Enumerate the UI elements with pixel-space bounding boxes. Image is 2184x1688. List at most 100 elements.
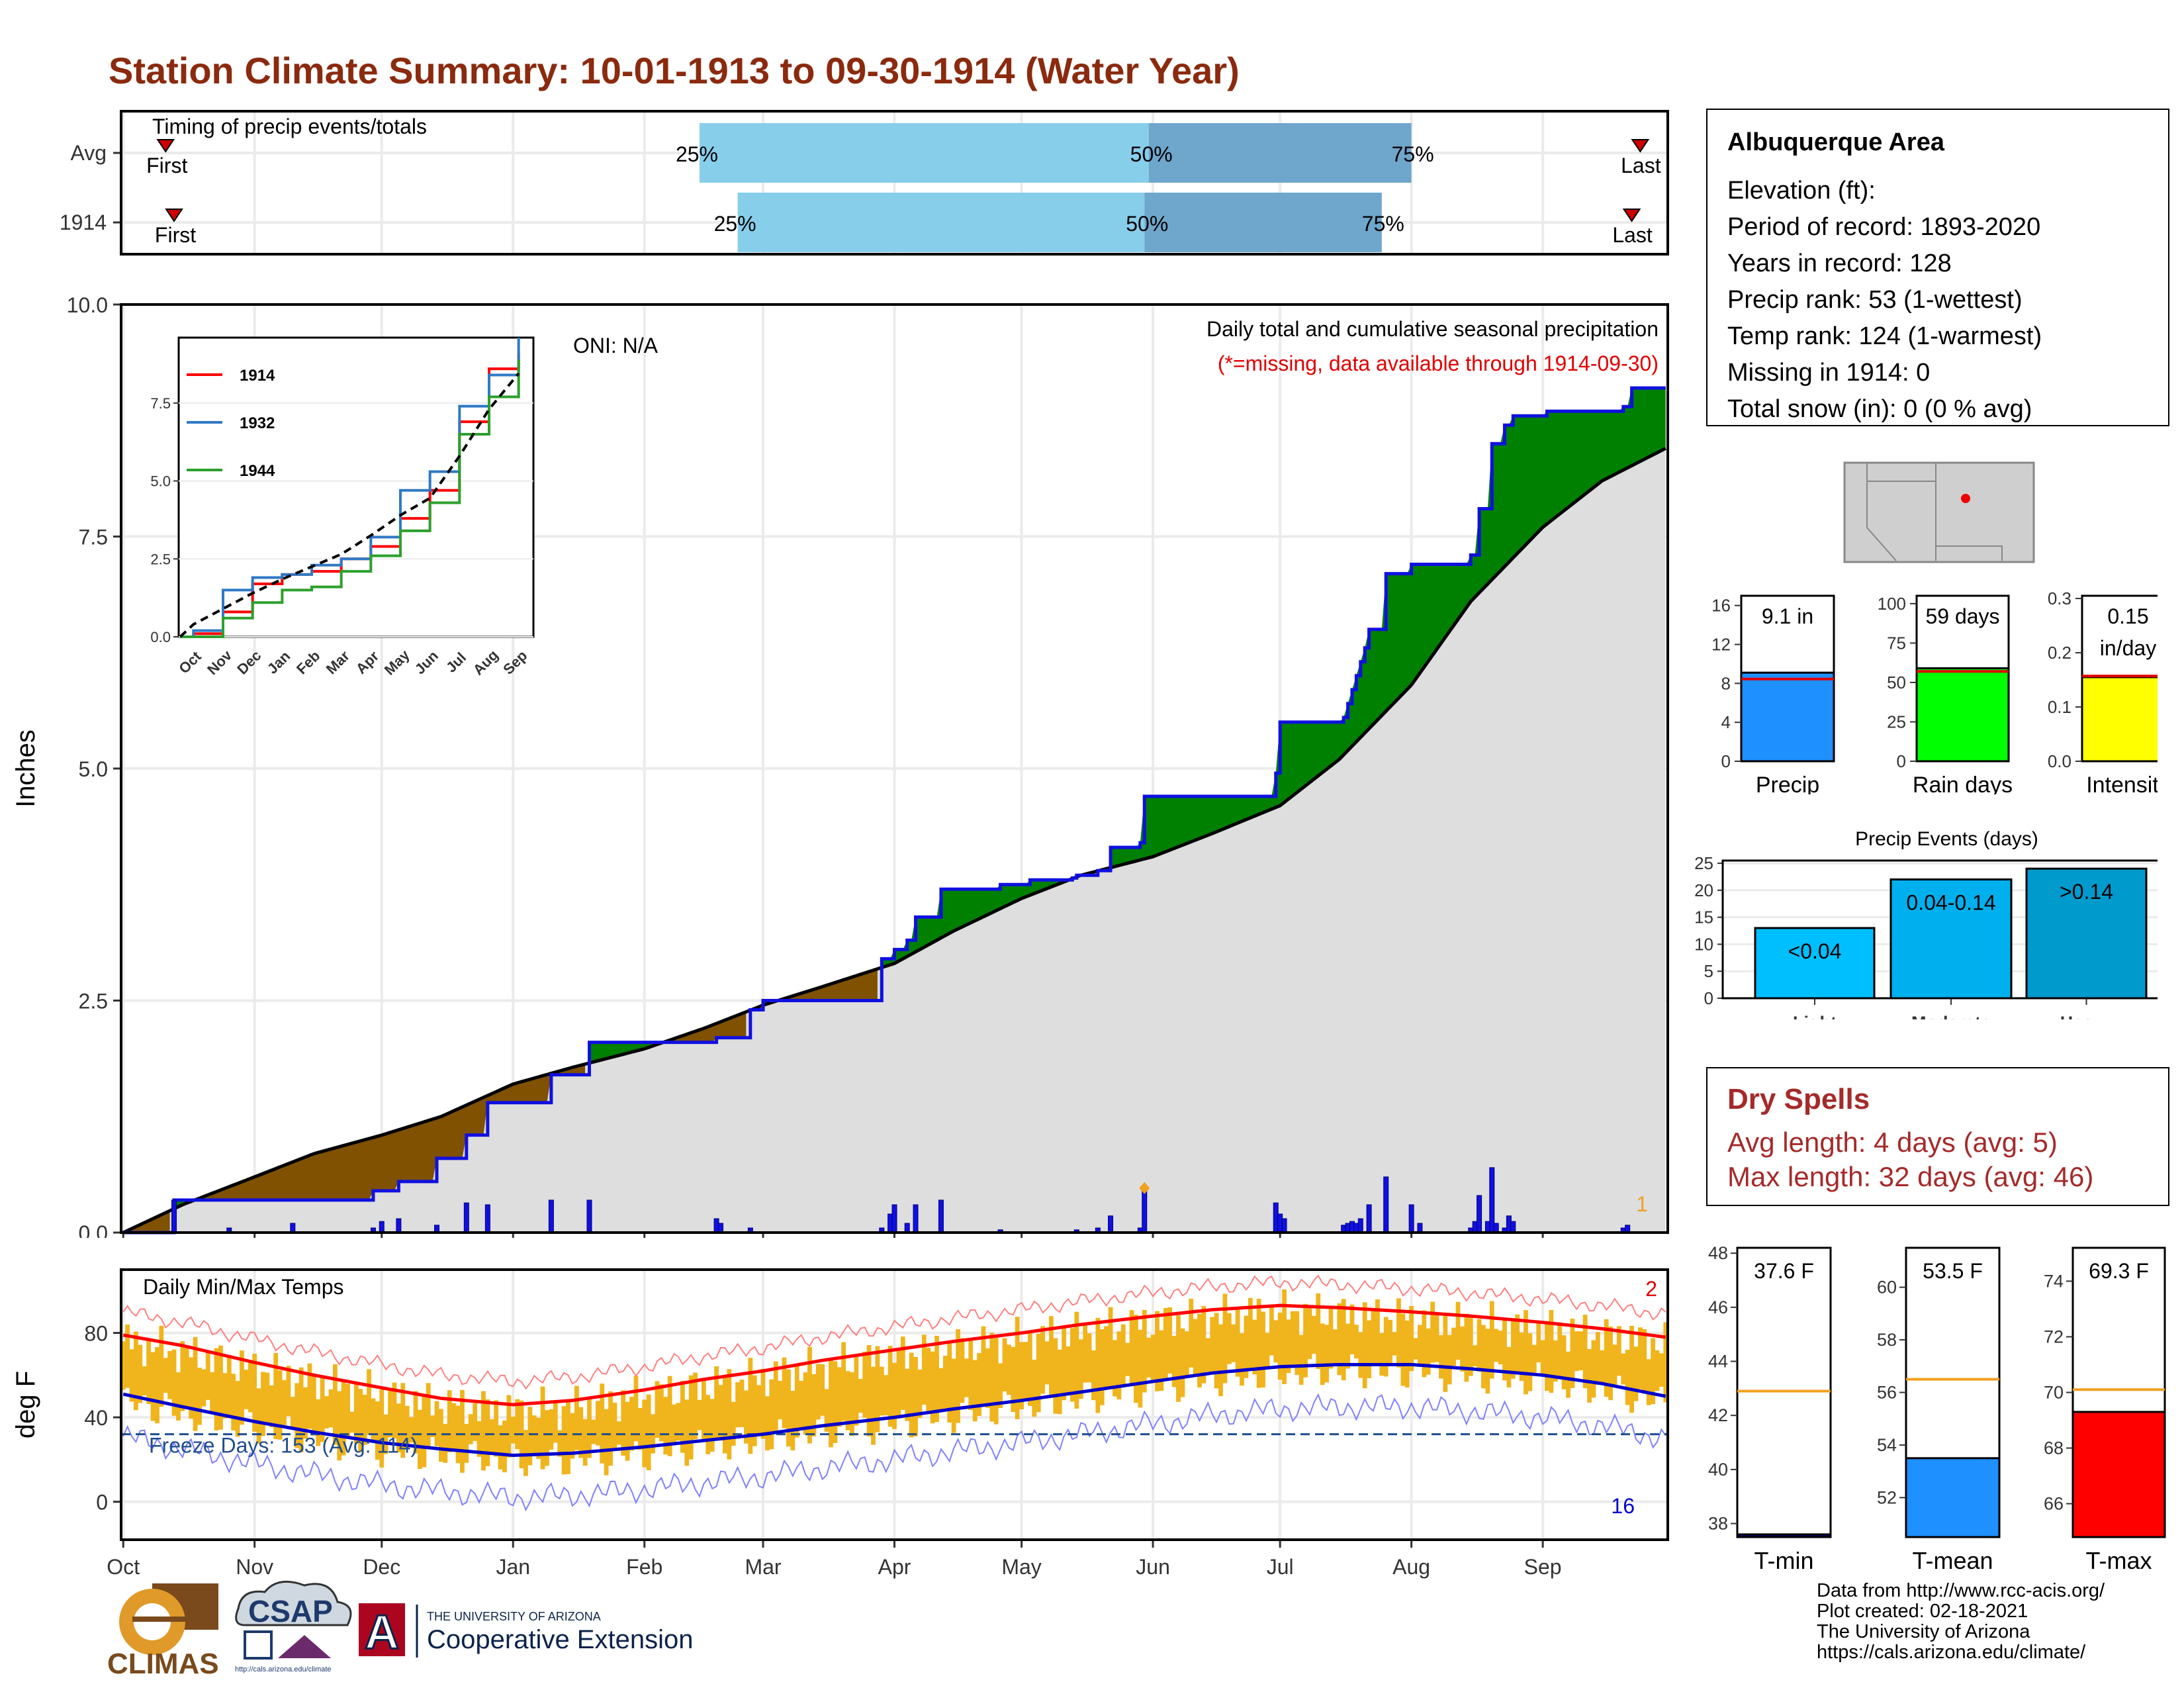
- temp-daily-bar: [252, 1353, 257, 1432]
- temp-daily-bar: [833, 1361, 838, 1443]
- temp-daily-bar: [1616, 1326, 1621, 1376]
- precipitation-chart: Daily total and cumulative seasonal prec…: [11, 293, 1669, 1238]
- temp-daily-bar: [862, 1351, 868, 1418]
- temp-daily-bar: [193, 1336, 198, 1431]
- csap-logo-text: CSAP: [248, 1594, 333, 1628]
- precip-avg-cumulative-area: [123, 448, 1666, 1233]
- temp-daily-bar: [184, 1345, 189, 1407]
- temp-daily-bar: [993, 1335, 999, 1425]
- university-of-arizona-logo: A THE UNIVERSITY OF ARIZONA Cooperative …: [359, 1603, 693, 1660]
- temp-daily-bar: [1447, 1335, 1452, 1385]
- temp-daily-bar: [884, 1375, 889, 1415]
- temp-daily-bar: [1078, 1339, 1083, 1399]
- precip-daily-bar: [1510, 1221, 1516, 1233]
- temp-daily-bar: [1651, 1338, 1655, 1405]
- temp-daily-bar: [328, 1389, 334, 1428]
- temp-daily-bar: [1426, 1328, 1431, 1375]
- temp-daily-bar: [942, 1356, 948, 1409]
- precip-daily-bar: [1493, 1223, 1499, 1233]
- temp-daily-bar: [1044, 1341, 1050, 1385]
- tsum-ytick-label: 48: [1708, 1243, 1728, 1263]
- tsum-ytick-label: 46: [1708, 1297, 1728, 1317]
- temp-daily-bar: [477, 1421, 482, 1457]
- temp-daily-bar: [1633, 1346, 1639, 1401]
- temp-daily-bar: [1629, 1325, 1634, 1413]
- temp-daily-bar: [642, 1399, 647, 1468]
- temp-daily-bar: [1197, 1313, 1202, 1387]
- temp-daily-bar: [744, 1390, 749, 1444]
- temp-daily-bar: [921, 1335, 927, 1405]
- temp-daily-bar: [540, 1386, 545, 1470]
- temp-daily-bar: [629, 1397, 634, 1451]
- temp-daily-bar: [1150, 1335, 1156, 1380]
- temp-daily-bar: [1371, 1309, 1376, 1364]
- inset-legend-label: 1914: [240, 367, 275, 385]
- tsum-label: T-mean: [1912, 1547, 1993, 1574]
- tsum-ytick-label: 66: [2044, 1494, 2064, 1514]
- temp-daily-bar: [1189, 1298, 1194, 1368]
- tsum-bar-t-min: [1736, 1533, 1832, 1538]
- temp-daily-bar: [1612, 1344, 1617, 1387]
- temp-daily-bar: [1011, 1346, 1016, 1413]
- temp-daily-bar: [727, 1369, 732, 1460]
- temp-daily-bar: [298, 1367, 304, 1452]
- temp-daily-bar: [422, 1395, 427, 1468]
- temp-daily-bar: [1256, 1299, 1261, 1388]
- precip-daily-bar: [1142, 1190, 1148, 1233]
- precip-daily-bar: [1383, 1176, 1389, 1233]
- tsum-ytick-label: 72: [2044, 1327, 2064, 1346]
- temp-daily-bar: [934, 1335, 939, 1423]
- timing-frame: [120, 110, 1669, 256]
- temp-daily-bar: [1527, 1333, 1533, 1391]
- events-ytick-label: 0: [1704, 988, 1713, 1008]
- precip-daily-bar: [379, 1221, 385, 1233]
- temp-daily-bar: [1494, 1329, 1499, 1362]
- temp-daily-bar: [858, 1379, 863, 1413]
- temp-daily-bar: [1201, 1306, 1206, 1383]
- temp-daily-bar: [240, 1350, 244, 1425]
- temp-daily-bar: [1273, 1320, 1279, 1363]
- temp-daily-bar: [773, 1361, 778, 1432]
- temp-daily-bar: [1418, 1325, 1422, 1366]
- precip-daily-bar: [396, 1218, 402, 1233]
- precip-ytick-label: 7.5: [79, 526, 108, 549]
- temp-daily-bar: [1095, 1317, 1101, 1413]
- summary-label: Precip: [1756, 773, 1819, 794]
- temp-daily-bar: [1341, 1299, 1346, 1381]
- precip-ytick-label: 5.0: [79, 757, 108, 781]
- events-bar-light: [1754, 927, 1876, 1000]
- temp-daily-bar: [371, 1398, 376, 1441]
- timing-first-marker: [165, 209, 183, 222]
- temp-daily-bar: [956, 1329, 960, 1423]
- temp-daily-bar: [222, 1373, 228, 1419]
- temp-daily-bar: [1531, 1344, 1537, 1373]
- temp-daily-bar: [345, 1383, 350, 1438]
- temp-daily-bar: [439, 1409, 443, 1462]
- tsum-ytick-label: 40: [1708, 1460, 1728, 1479]
- temp-daily-bar: [684, 1399, 690, 1466]
- temp-daily-bar: [426, 1383, 431, 1449]
- temp-daily-bar: [1553, 1340, 1558, 1382]
- temp-daily-bar: [947, 1341, 952, 1423]
- precip-daily-bar: [1417, 1223, 1423, 1233]
- temp-daily-bar: [1265, 1333, 1270, 1370]
- timing-first-marker: [156, 139, 175, 153]
- timing-label-25: 25%: [676, 142, 718, 166]
- temp-daily-bar: [218, 1345, 223, 1430]
- temp-daily-bar: [1316, 1293, 1321, 1370]
- state-border-south: [1936, 545, 2003, 561]
- timing-bar-p50-p75: [1144, 193, 1382, 252]
- timing-last-marker: [1631, 139, 1650, 153]
- temp-daily-bar: [1621, 1353, 1626, 1385]
- events-bar-label: 0.04-0.14: [1906, 891, 1995, 915]
- precip-above-avg-area: [1111, 388, 1666, 868]
- temp-daily-bar: [735, 1382, 740, 1428]
- events-bar-label: >0.14: [2060, 880, 2113, 904]
- temp-daily-bar: [782, 1357, 787, 1429]
- temp-frame: [120, 1268, 1669, 1541]
- events-ytick-label: 10: [1694, 934, 1713, 954]
- temp-daily-bar: [527, 1407, 533, 1466]
- temp-avg-min-line: [122, 1362, 1666, 1458]
- temp-daily-bar: [1210, 1317, 1215, 1374]
- temp-daily-bar: [1053, 1338, 1058, 1414]
